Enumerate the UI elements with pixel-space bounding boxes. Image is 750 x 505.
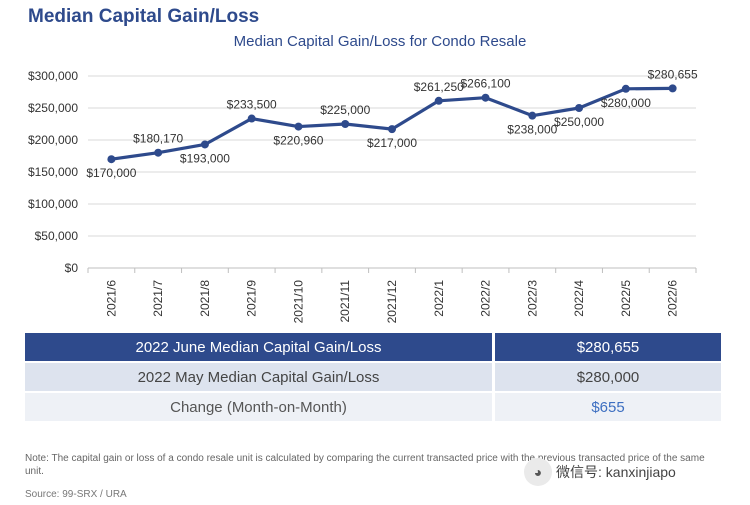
data-point [481, 93, 490, 102]
data-point [107, 155, 116, 164]
data-label: $233,500 [227, 98, 277, 112]
x-tick-label: 2022/2 [479, 280, 493, 317]
y-tick-label: $250,000 [28, 101, 78, 115]
x-tick-label: 2022/6 [666, 280, 680, 317]
x-tick-label: 2022/5 [619, 280, 633, 317]
data-point [528, 111, 537, 120]
x-tick-label: 2022/1 [432, 280, 446, 317]
x-tick-label: 2021/8 [198, 280, 212, 317]
data-point [341, 120, 350, 128]
x-tick-label: 2021/9 [245, 280, 259, 317]
y-tick-label: $300,000 [28, 69, 78, 83]
summary-row-june: 2022 June Median Capital Gain/Loss $280,… [25, 333, 721, 362]
data-label: $280,655 [648, 67, 698, 81]
summary-label: 2022 June Median Capital Gain/Loss [25, 333, 494, 362]
y-tick-label: $200,000 [28, 133, 78, 147]
summary-value: $280,655 [492, 333, 721, 362]
x-tick-label: 2021/11 [338, 280, 352, 323]
x-tick-label: 2021/7 [151, 280, 165, 317]
data-label: $266,100 [461, 77, 511, 91]
data-label: $238,000 [507, 123, 557, 137]
data-point [247, 114, 256, 123]
data-label: $180,170 [133, 132, 183, 146]
y-tick-label: $50,000 [35, 229, 79, 243]
data-point [434, 96, 443, 105]
data-point [621, 84, 630, 93]
page-heading: Median Capital Gain/Loss [28, 6, 260, 27]
x-tick-label: 2022/4 [572, 280, 586, 317]
summary-table: 2022 June Median Capital Gain/Loss $280,… [25, 333, 721, 421]
y-tick-label: $150,000 [28, 165, 78, 179]
data-label: $261,250 [414, 80, 464, 94]
data-point [668, 84, 677, 93]
line-chart: $0 $50,000 $100,000 $150,000 $200,000 $250,00… [28, 67, 698, 324]
data-label: $193,000 [180, 151, 230, 165]
data-label: $280,000 [601, 96, 651, 110]
summary-label: Change (Month-on-Month) [25, 391, 494, 421]
wechat-icon: ◕ [524, 458, 552, 486]
x-tick-label: 2021/12 [385, 280, 399, 324]
summary-row-may: 2022 May Median Capital Gain/Loss $280,0… [25, 361, 721, 392]
y-tick-label: $0 [65, 261, 79, 275]
x-tick-label: 2021/6 [104, 280, 118, 317]
data-label: $225,000 [320, 103, 370, 117]
summary-value: $280,000 [492, 361, 721, 392]
source-text: Source: 99-SRX / URA [25, 489, 127, 500]
data-point [154, 148, 163, 157]
data-label: $170,000 [86, 166, 136, 180]
data-label: $220,960 [273, 134, 323, 148]
summary-row-change: Change (Month-on-Month) $655 [25, 391, 721, 421]
data-point [294, 122, 303, 131]
y-tick-label: $100,000 [28, 197, 78, 211]
x-tick-label: 2021/10 [291, 280, 305, 324]
footnote: Note: The capital gain or loss of a cond… [25, 453, 705, 477]
data-label: $250,000 [554, 115, 604, 129]
data-label: $217,000 [367, 136, 417, 150]
summary-value: $655 [492, 391, 721, 421]
data-point [200, 140, 209, 149]
watermark-text: 微信号: kanxinjiapo [556, 464, 676, 480]
watermark: ◕ 微信号: kanxinjiapo [524, 458, 676, 486]
x-tick-label: 2022/3 [525, 280, 539, 317]
chart-title: Median Capital Gain/Loss for Condo Resal… [233, 33, 527, 50]
data-point [388, 125, 396, 134]
summary-label: 2022 May Median Capital Gain/Loss [25, 361, 494, 392]
data-point [575, 104, 584, 112]
